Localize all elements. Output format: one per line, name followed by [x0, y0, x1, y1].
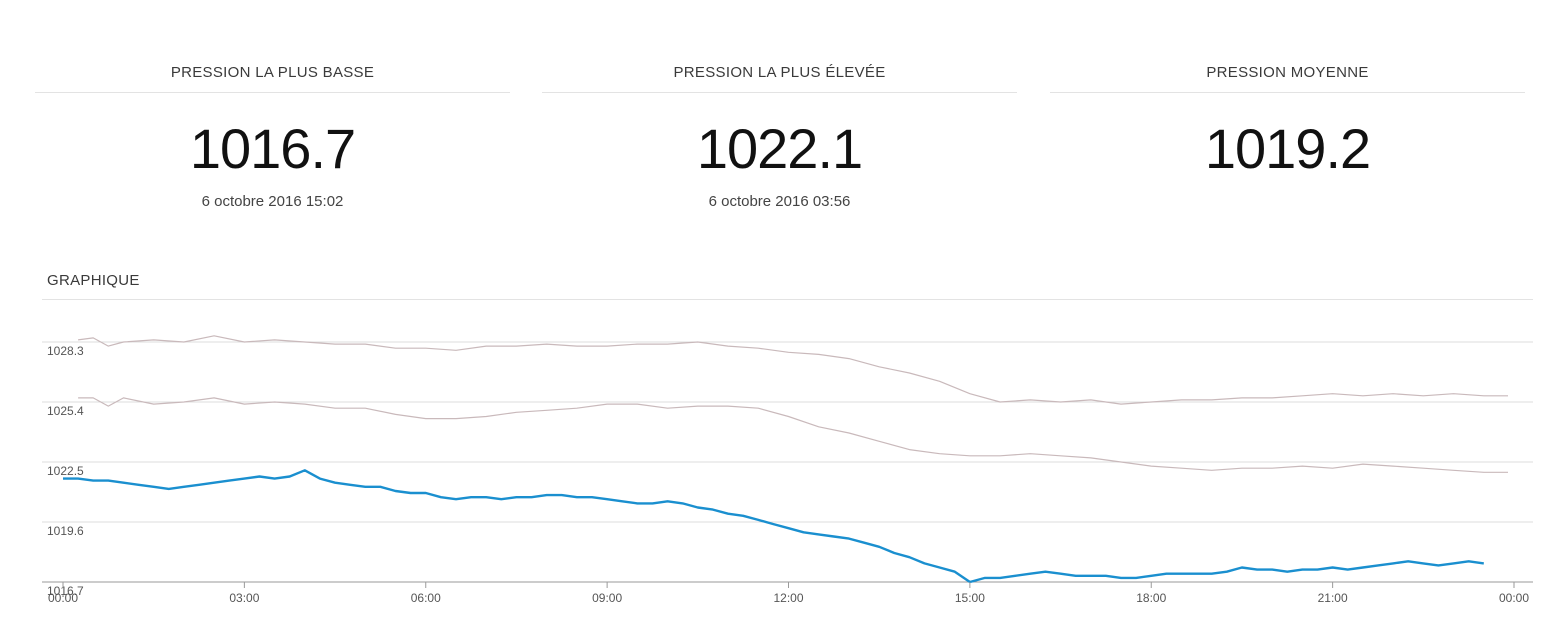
x-axis: 00:00 03:00 06:00 09:00 12:00 15:00 18:00 21:00…: [48, 582, 1529, 605]
stat-min-value: 1016.7: [189, 117, 356, 180]
y-axis-labels: 1016.7 1019.6 1022.5 1025.4 1028.3: [47, 344, 84, 598]
x-tick-label: 18:00: [1136, 591, 1166, 605]
y-tick-label: 1025.4: [47, 404, 84, 418]
x-tick-label: 09:00: [592, 591, 622, 605]
x-tick-label: 21:00: [1318, 591, 1348, 605]
x-tick-label: 06:00: [411, 591, 441, 605]
x-tick-label: 00:00: [48, 591, 78, 605]
y-tick-label: 1016.7: [47, 584, 84, 598]
x-tick-label: 15:00: [955, 591, 985, 605]
y-tick-label: 1019.6: [47, 524, 84, 538]
series-layer: [63, 335, 1508, 584]
stat-avg-label: PRESSION MOYENNE: [1206, 64, 1369, 81]
stat-max-label: PRESSION LA PLUS ÉLEVÉE: [673, 64, 886, 81]
grid-lines: [42, 341, 1533, 583]
x-tick-label: 12:00: [773, 591, 803, 605]
chart-section-title: GRAPHIQUE: [47, 272, 140, 289]
y-tick-label: 1022.5: [47, 464, 84, 478]
stat-max-value: 1022.1: [696, 117, 863, 180]
reference-series-line-1: [78, 335, 1508, 405]
x-tick-label: 03:00: [229, 591, 259, 605]
chart-section-divider: [42, 299, 1533, 300]
y-tick-label: 1028.3: [47, 344, 84, 358]
reference-series-line-2: [78, 397, 1508, 473]
stat-min-divider: [35, 92, 510, 93]
stat-avg-divider: [1050, 92, 1525, 93]
stat-max-date: 6 octobre 2016 03:56: [708, 193, 851, 210]
pressure-series-line: [63, 469, 1484, 584]
stat-max-divider: [542, 92, 1017, 93]
stat-min-label: PRESSION LA PLUS BASSE: [170, 64, 375, 81]
stat-min-date: 6 octobre 2016 15:02: [201, 193, 344, 210]
stat-avg-value: 1019.2: [1204, 117, 1371, 180]
x-tick-label: 00:00: [1499, 591, 1529, 605]
